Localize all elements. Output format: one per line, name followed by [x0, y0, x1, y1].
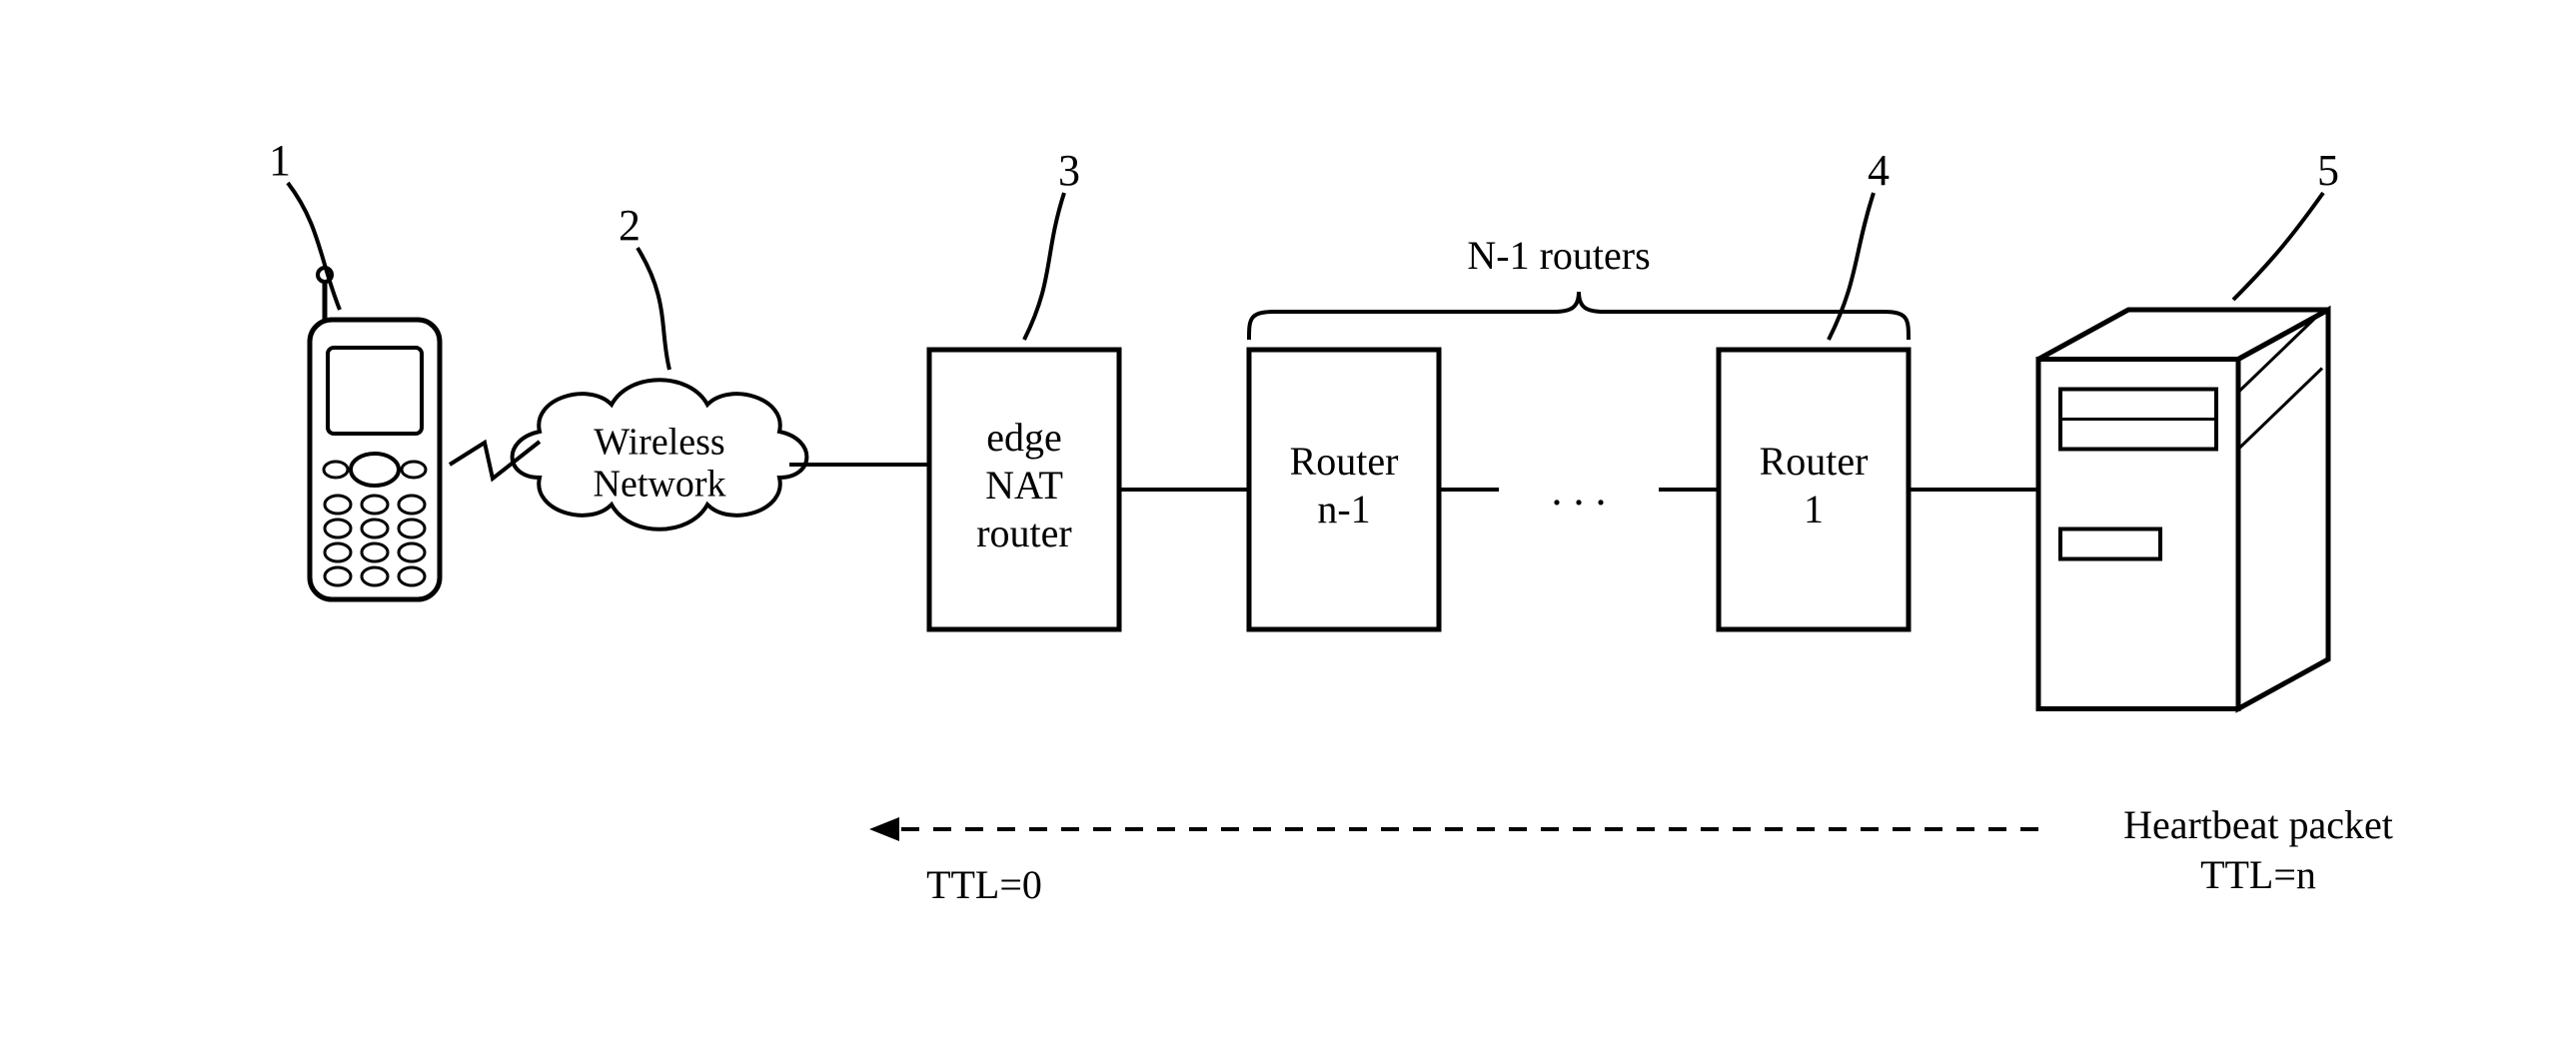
network-diagram: 1WirelessNetwork2edgeNATrouterRoutern-1R…	[0, 0, 2576, 1059]
label-5: 5	[2317, 146, 2339, 195]
svg-text:1: 1	[1804, 487, 1824, 531]
svg-text:router: router	[976, 511, 1072, 555]
svg-text:edge: edge	[986, 415, 1062, 460]
label-2: 2	[619, 201, 641, 250]
label-1: 1	[269, 136, 291, 185]
label-3: 3	[1058, 146, 1080, 195]
cloud-label-1: Wireless	[594, 422, 724, 464]
cloud-label-2: Network	[594, 464, 726, 506]
label-4: 4	[1868, 146, 1890, 195]
heartbeat-label-2: TTL=n	[2200, 852, 2316, 897]
svg-text:NAT: NAT	[985, 463, 1063, 508]
svg-text:Router: Router	[1290, 439, 1399, 484]
ellipsis: . . .	[1552, 466, 1607, 515]
brace-label: N-1 routers	[1467, 233, 1650, 278]
svg-text:n-1: n-1	[1317, 487, 1370, 531]
ttl-zero-label: TTL=0	[926, 862, 1042, 907]
svg-text:Router: Router	[1760, 439, 1869, 484]
heartbeat-label-1: Heartbeat packet	[2123, 802, 2393, 847]
